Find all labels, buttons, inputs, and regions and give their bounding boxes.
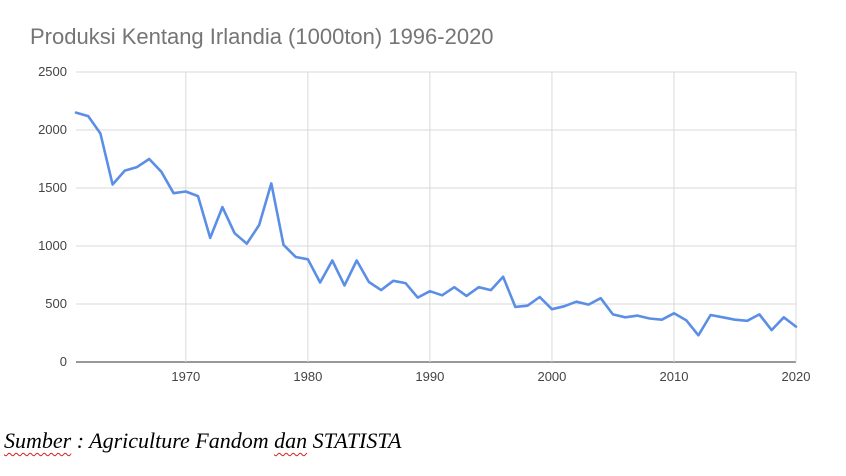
y-tick-label: 0	[60, 354, 67, 369]
source-prefix: Sumber	[4, 428, 72, 453]
source-end: STATISTA	[307, 428, 402, 453]
x-tick-label: 2000	[537, 369, 566, 384]
x-tick-label: 2020	[782, 369, 811, 384]
source-dan: dan	[274, 428, 308, 453]
source-text: : Agriculture Fandom	[71, 428, 275, 453]
y-tick-label: 2000	[38, 122, 67, 137]
x-axis-ticks: 1970 1980 1990 2000 2010 2020	[171, 369, 810, 384]
x-tick-label: 2010	[660, 369, 689, 384]
y-axis-ticks: 0 500 1000 1500 2000 2500	[38, 64, 67, 369]
series-line-group	[74, 111, 798, 337]
y-tick-label: 1000	[38, 238, 67, 253]
x-tick-label: 1980	[293, 369, 322, 384]
source-caption: Sumber : Agriculture Fandom dan STATISTA	[4, 428, 401, 454]
y-tick-label: 2500	[38, 64, 67, 79]
chart-title: Produksi Kentang Irlandia (1000ton) 1996…	[30, 24, 494, 49]
grid-lines	[76, 71, 797, 363]
x-tick-label: 1970	[171, 369, 200, 384]
x-tick-label: 1990	[415, 369, 444, 384]
y-tick-label: 1500	[38, 180, 67, 195]
y-tick-label: 500	[45, 296, 67, 311]
series-line	[74, 111, 798, 337]
